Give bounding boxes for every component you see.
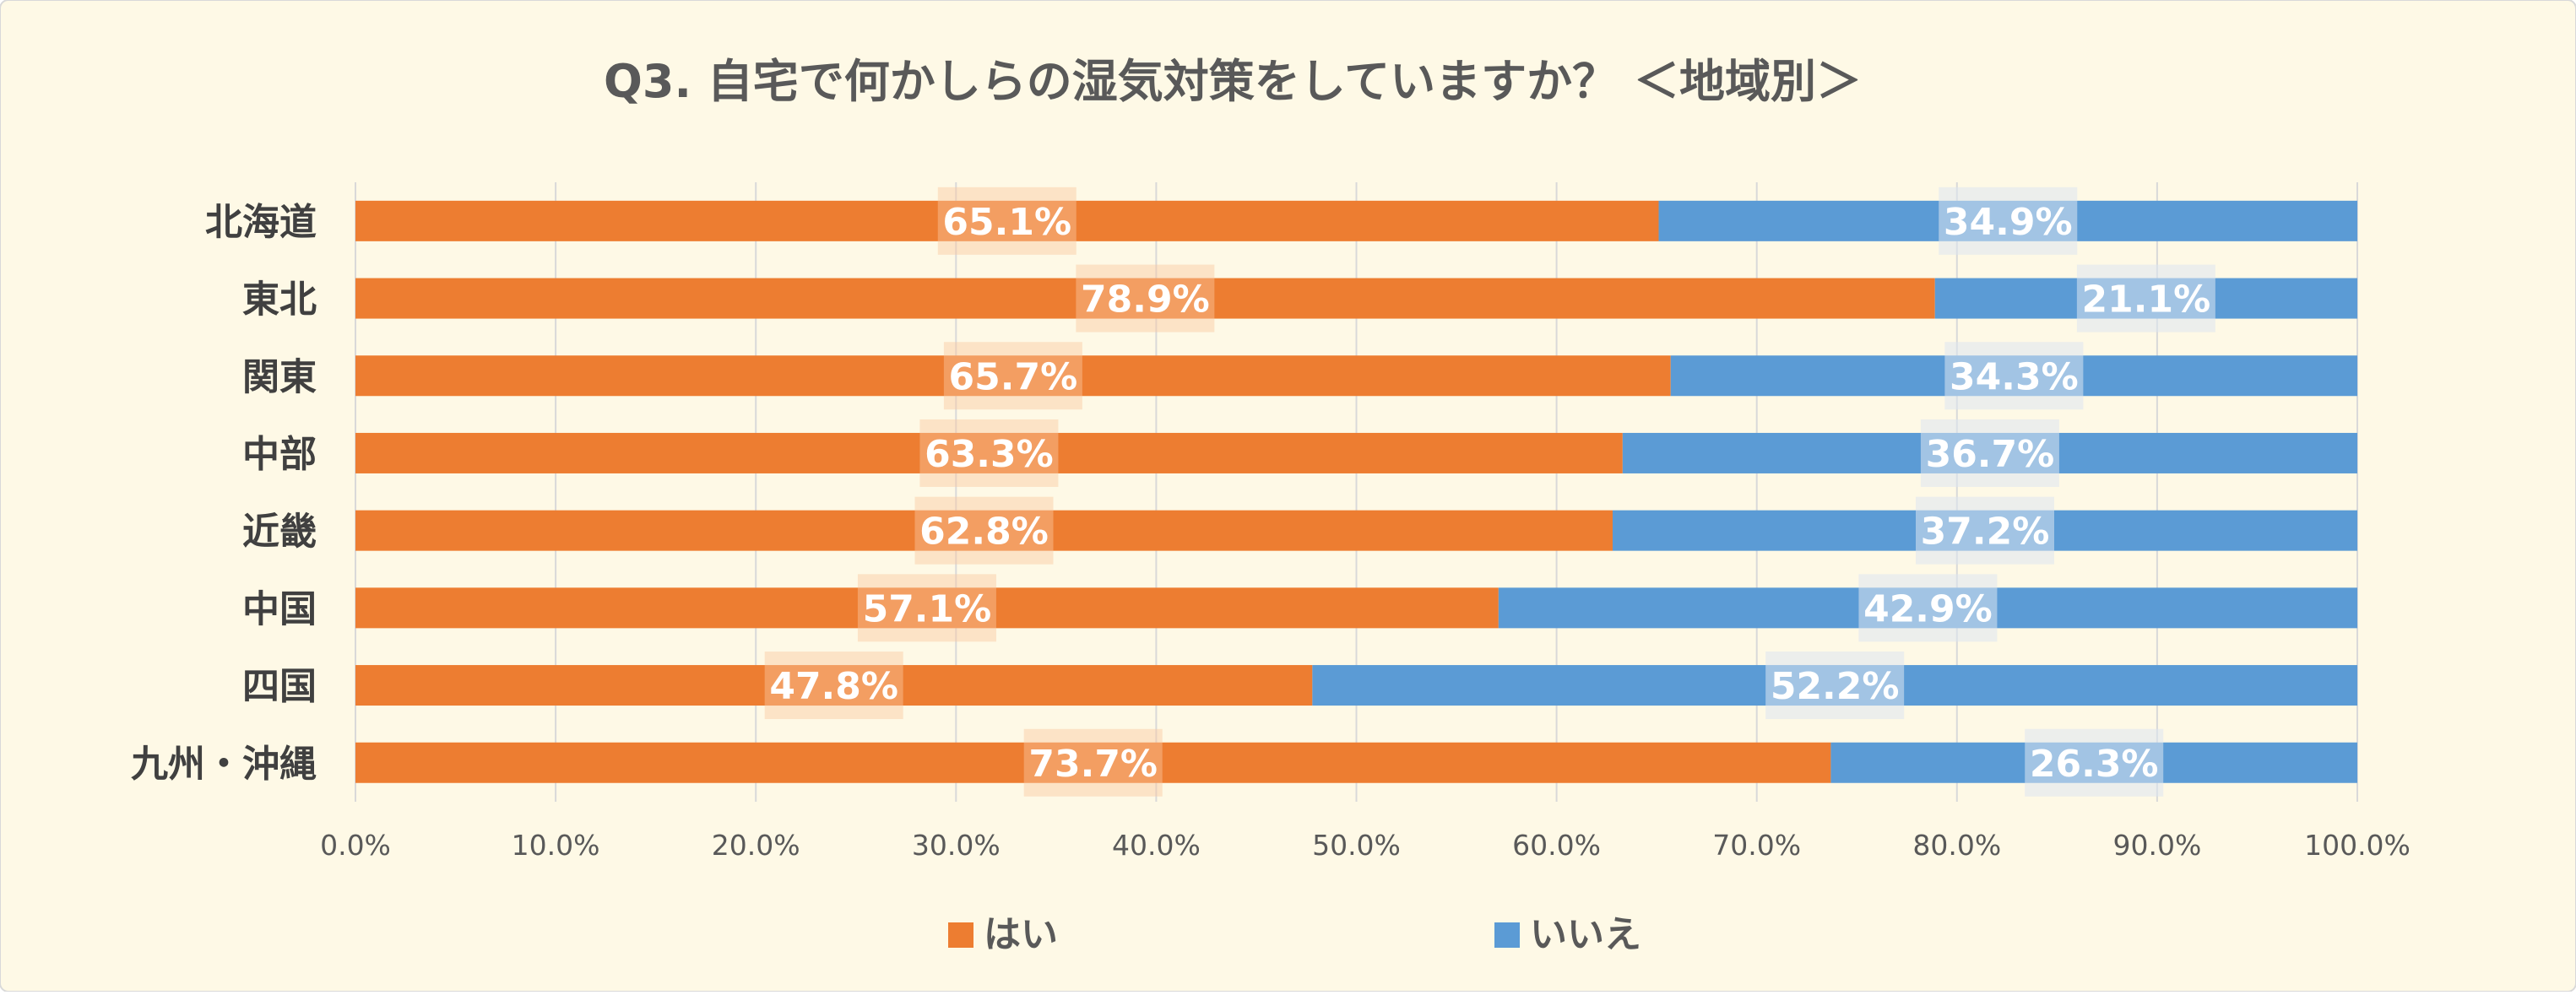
x-tick-label: 60.0% — [1512, 829, 1601, 862]
data-label: 62.8% — [919, 511, 1049, 554]
data-label-bg — [1920, 419, 2059, 487]
data-label-bg — [764, 652, 903, 720]
data-label-bg — [2076, 264, 2215, 333]
x-axis: 0.0% 10.0% 20.0% 30.0% 40.0% 50.0% 60.0% 70.0% 8… — [320, 829, 2411, 862]
x-tick-label: 70.0% — [1712, 829, 1801, 862]
legend: はい いいえ — [948, 913, 1641, 956]
data-label-bg — [937, 187, 1076, 255]
category-label: 四国 — [242, 665, 317, 708]
data-label: 37.2% — [1921, 511, 2050, 554]
bar-yes — [355, 665, 1313, 706]
legend-label: いいえ — [1530, 913, 1641, 956]
data-label: 36.7% — [1926, 433, 2055, 476]
data-label-bg — [1915, 496, 2054, 565]
bar-yes — [355, 510, 1613, 551]
x-tick-label: 90.0% — [2112, 829, 2201, 862]
x-tick-label: 30.0% — [912, 829, 1001, 862]
data-label-bg — [857, 574, 996, 642]
chart-title: Q3. 自宅で何かしらの湿気対策をしていますか？ ＜地域別＞ — [604, 55, 1862, 108]
category-label: 中部 — [242, 433, 317, 476]
bar-yes — [355, 200, 1659, 241]
data-label: 34.9% — [1944, 201, 2073, 244]
data-label: 73.7% — [1028, 743, 1158, 786]
data-label: 63.3% — [925, 433, 1054, 476]
category-label: 九州・沖縄 — [131, 743, 317, 786]
data-label: 65.1% — [942, 201, 1071, 244]
bar-yes — [355, 278, 1935, 319]
bar-yes — [355, 587, 1499, 629]
data-label: 47.8% — [769, 665, 898, 708]
data-label: 42.9% — [1863, 587, 1993, 630]
bar-yes — [355, 742, 1831, 783]
category-label: 中国 — [242, 587, 317, 630]
legend-swatch — [1494, 922, 1520, 948]
category-label: 北海道 — [205, 201, 317, 244]
data-label-bg — [1858, 574, 1998, 642]
data-label: 65.7% — [949, 355, 1078, 398]
category-label: 近畿 — [242, 511, 317, 554]
data-label-bg — [1939, 187, 2078, 255]
x-tick-label: 20.0% — [712, 829, 800, 862]
data-label-bg — [1765, 652, 1905, 720]
data-label-bg — [1076, 264, 1215, 333]
data-label: 34.3% — [1950, 355, 2079, 398]
bar-yes — [355, 355, 1671, 397]
category-label: 東北 — [242, 278, 317, 322]
x-tick-label: 50.0% — [1312, 829, 1401, 862]
x-tick-label: 80.0% — [1912, 829, 2001, 862]
data-label-bg — [914, 496, 1054, 565]
x-tick-label: 10.0% — [512, 829, 600, 862]
data-label-bg — [919, 419, 1059, 487]
x-tick-label: 0.0% — [320, 829, 391, 862]
legend-swatch — [948, 922, 973, 948]
x-tick-label: 100.0% — [2304, 829, 2411, 862]
data-label: 57.1% — [863, 587, 992, 630]
data-label: 52.2% — [1771, 665, 1900, 708]
data-label-bg — [1023, 728, 1163, 797]
legend-label: はい — [984, 913, 1058, 956]
data-label: 21.1% — [2082, 278, 2211, 322]
data-label: 26.3% — [2030, 743, 2159, 786]
bars — [355, 200, 2357, 783]
data-label: 78.9% — [1081, 278, 1210, 322]
category-label: 関東 — [242, 355, 317, 398]
data-label-bg — [1944, 342, 2084, 410]
data-label-bg — [2025, 728, 2164, 797]
data-label-bg — [943, 342, 1082, 410]
x-tick-label: 40.0% — [1112, 829, 1201, 862]
bar-yes — [355, 432, 1623, 473]
data-labels: 65.1% 34.9% 78.9% 21.1% 65.7% 34.3% 63.3% 36.7%… — [764, 187, 2215, 797]
